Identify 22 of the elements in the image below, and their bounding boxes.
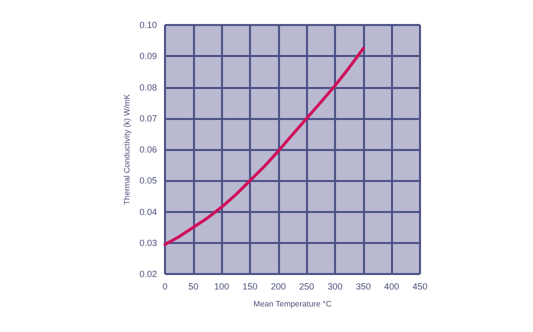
- x-tick-label: 350: [356, 282, 371, 292]
- x-tick-label: 450: [412, 282, 428, 292]
- y-axis-title: Thermal Conductivity (k) W/mK: [122, 93, 132, 205]
- x-tick-label: 250: [299, 282, 314, 292]
- x-tick-label: 400: [384, 282, 400, 292]
- y-tick-label: 0.08: [139, 82, 157, 92]
- y-tick-label: 0.06: [139, 144, 157, 154]
- x-tick-label: 150: [242, 282, 258, 292]
- x-tick-label: 50: [188, 282, 198, 292]
- y-tick-label: 0.09: [139, 51, 157, 62]
- y-tick-label: 0.07: [139, 113, 157, 124]
- line-series: [164, 46, 365, 246]
- y-tick-label: 0.04: [139, 206, 157, 217]
- y-tick-label: 0.03: [139, 238, 157, 248]
- x-tick-label: 0: [162, 282, 168, 292]
- x-tick-label: 100: [214, 282, 230, 292]
- x-tick-label: 200: [270, 282, 286, 292]
- x-tick-label: 300: [327, 282, 343, 292]
- y-tick-label: 0.05: [139, 176, 157, 186]
- x-axis-title: Mean Temperature °C: [253, 300, 332, 308]
- y-tick-label: 0.02: [139, 269, 157, 279]
- y-tick-label: 0.10: [139, 20, 157, 30]
